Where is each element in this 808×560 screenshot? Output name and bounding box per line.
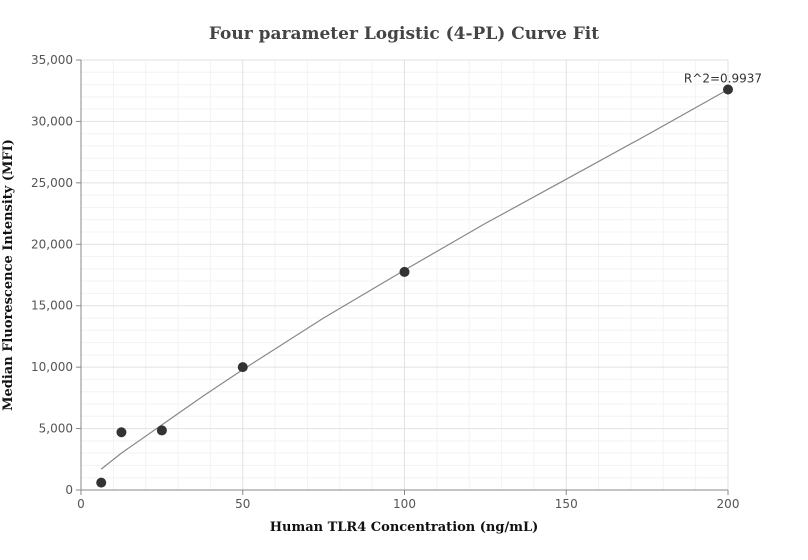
data-point[interactable] — [399, 266, 410, 277]
r-squared-annotation: R^2=0.9937 — [684, 71, 762, 85]
data-point[interactable] — [116, 427, 127, 438]
y-tick-label: 30,000 — [31, 114, 73, 128]
y-tick-label: 15,000 — [31, 299, 73, 313]
grid — [81, 59, 729, 490]
y-tick-label: 25,000 — [31, 176, 73, 190]
x-tick-label: 0 — [77, 497, 85, 511]
fit-curve-layer — [100, 88, 729, 470]
chart-title: Four parameter Logistic (4-PL) Curve Fit — [209, 24, 599, 44]
y-tick-label: 0 — [65, 483, 73, 497]
data-point[interactable] — [156, 425, 167, 436]
data-point[interactable] — [96, 477, 107, 488]
axes: 0 50 100 150 200 0 5,000 10,000 15,000 20,000 25,0… — [31, 53, 739, 511]
y-tick-label: 35,000 — [31, 53, 73, 67]
data-point[interactable] — [723, 84, 733, 95]
fit-curve-line — [100, 88, 729, 470]
y-tick-label: 5,000 — [39, 422, 73, 436]
x-tick-label: 150 — [555, 497, 578, 511]
y-tick-label: 10,000 — [31, 360, 73, 374]
y-axis-title: Median Fluorescence Intensity (MFI) — [1, 139, 16, 411]
data-points-layer — [96, 84, 733, 488]
x-axis-title: Human TLR4 Concentration (ng/mL) — [270, 520, 539, 535]
x-tick-label: 100 — [393, 497, 416, 511]
x-tick-label: 200 — [717, 497, 740, 511]
y-tick-label: 20,000 — [31, 237, 73, 251]
data-point[interactable] — [237, 362, 248, 373]
x-tick-label: 50 — [235, 497, 250, 511]
